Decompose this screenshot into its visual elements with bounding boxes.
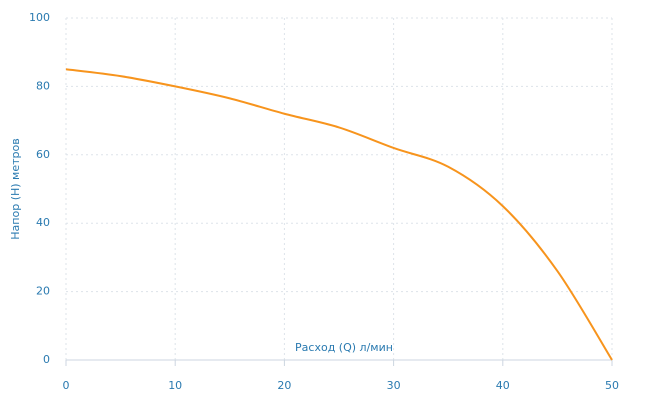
x-tick-label: 10 — [168, 379, 182, 392]
y-tick-label: 20 — [36, 285, 50, 298]
x-tick-label: 30 — [387, 379, 401, 392]
x-tick-label: 20 — [277, 379, 291, 392]
x-axis-title: Расход (Q) л/мин — [295, 341, 393, 354]
y-tick-label: 40 — [36, 216, 50, 229]
x-tick-label: 50 — [605, 379, 619, 392]
y-tick-label: 80 — [36, 79, 50, 92]
x-tick-label: 40 — [496, 379, 510, 392]
y-axis-title: Напор (H) метров — [9, 138, 22, 239]
y-tick-label: 60 — [36, 148, 50, 161]
y-tick-label: 100 — [29, 11, 50, 24]
x-tick-label: 0 — [63, 379, 70, 392]
y-tick-label: 0 — [43, 353, 50, 366]
line — [65, 68, 613, 361]
